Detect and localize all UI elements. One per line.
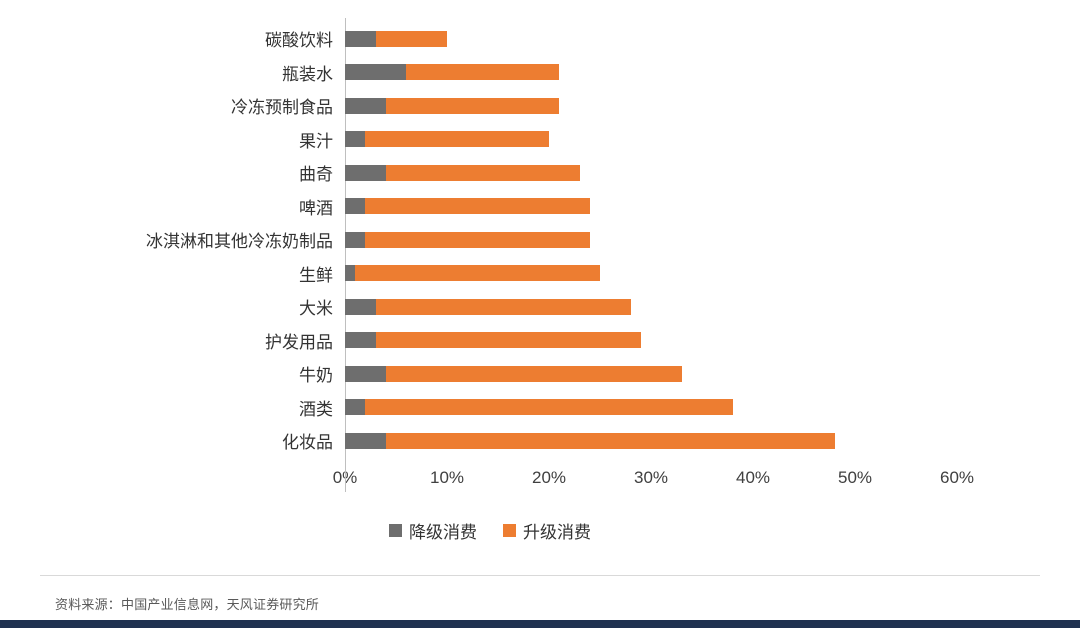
x-axis-tick-label: 50% (837, 467, 873, 487)
bar-area (345, 332, 957, 349)
category-label: 碳酸饮料 (265, 31, 333, 51)
bar-segment-downgrade (345, 265, 356, 282)
x-axis-tick-label: 30% (633, 467, 669, 487)
category-label: 生鲜 (299, 265, 333, 285)
legend-label: 降级消费 (409, 522, 477, 542)
bar-segment-upgrade (385, 365, 682, 382)
bar-segment-downgrade (345, 298, 376, 315)
bar-area (345, 131, 957, 148)
x-axis-tick-label: 60% (939, 467, 975, 487)
chart-row: 酒类 (0, 391, 1080, 425)
category-label: 瓶装水 (282, 64, 333, 84)
category-label: 啤酒 (299, 198, 333, 218)
bar-segment-upgrade (385, 432, 835, 449)
bar-area (345, 30, 957, 47)
bar-segment-upgrade (385, 97, 560, 114)
chart-row: 瓶装水 (0, 56, 1080, 90)
chart-row: 啤酒 (0, 190, 1080, 224)
chart-row: 牛奶 (0, 357, 1080, 391)
category-label: 冰淇淋和其他冷冻奶制品 (146, 232, 333, 252)
bar-segment-downgrade (345, 365, 386, 382)
footer-divider (40, 574, 1040, 576)
bar-segment-downgrade (345, 164, 386, 181)
chart-legend: 降级消费 升级消费 (0, 518, 980, 543)
source-text: 资料来源：中国产业信息网，天风证券研究所 (55, 596, 320, 612)
bar-segment-upgrade (375, 30, 447, 47)
bar-segment-upgrade (365, 399, 733, 416)
bar-segment-upgrade (365, 131, 549, 148)
bar-segment-downgrade (345, 131, 366, 148)
bottom-bar (0, 620, 1080, 628)
category-label: 大米 (299, 299, 333, 319)
category-label: 果汁 (299, 131, 333, 151)
legend-label: 升级消费 (523, 522, 591, 542)
bar-segment-upgrade (385, 164, 580, 181)
bar-chart: 碳酸饮料瓶装水冷冻预制食品果汁曲奇啤酒冰淇淋和其他冷冻奶制品生鲜大米护发用品牛奶… (0, 18, 1080, 492)
chart-row: 曲奇 (0, 156, 1080, 190)
bar-area (345, 399, 957, 416)
bar-area (345, 198, 957, 215)
bar-area (345, 432, 957, 449)
bar-segment-downgrade (345, 399, 366, 416)
category-label: 牛奶 (299, 366, 333, 386)
bar-area (345, 298, 957, 315)
bar-segment-upgrade (355, 265, 600, 282)
category-label: 化妆品 (282, 433, 333, 453)
category-label: 曲奇 (299, 165, 333, 185)
chart-row: 化妆品 (0, 424, 1080, 458)
chart-row: 冰淇淋和其他冷冻奶制品 (0, 223, 1080, 257)
bar-segment-upgrade (365, 231, 590, 248)
bar-area (345, 64, 957, 81)
chart-row: 生鲜 (0, 257, 1080, 291)
legend-swatch-icon (389, 523, 402, 537)
chart-row: 护发用品 (0, 324, 1080, 358)
bar-segment-downgrade (345, 30, 376, 47)
bar-segment-downgrade (345, 97, 386, 114)
chart-row: 大米 (0, 290, 1080, 324)
bar-segment-upgrade (365, 198, 590, 215)
bar-area (345, 164, 957, 181)
chart-rows: 碳酸饮料瓶装水冷冻预制食品果汁曲奇啤酒冰淇淋和其他冷冻奶制品生鲜大米护发用品牛奶… (0, 22, 1080, 458)
bar-segment-upgrade (406, 64, 560, 81)
bar-segment-upgrade (375, 332, 641, 349)
x-axis-tick-label: 10% (429, 467, 465, 487)
bar-segment-downgrade (345, 332, 376, 349)
x-axis-ticks: 0% 10% 20% 30% 40% 50% 60% (333, 467, 974, 492)
legend-item: 升级消费 (503, 518, 591, 543)
bar-area (345, 97, 957, 114)
legend-swatch-icon (503, 523, 516, 537)
bar-segment-downgrade (345, 432, 386, 449)
bar-segment-downgrade (345, 231, 366, 248)
chart-row: 果汁 (0, 123, 1080, 157)
x-axis-tick-label: 40% (735, 467, 771, 487)
category-label: 冷冻预制食品 (231, 98, 333, 118)
chart-row: 冷冻预制食品 (0, 89, 1080, 123)
bar-segment-upgrade (375, 298, 631, 315)
bar-area (345, 365, 957, 382)
bar-area (345, 265, 957, 282)
category-label: 护发用品 (265, 332, 333, 352)
bar-area (345, 231, 957, 248)
bar-segment-downgrade (345, 198, 366, 215)
x-axis-tick-label: 20% (531, 467, 567, 487)
chart-row: 碳酸饮料 (0, 22, 1080, 56)
bar-segment-downgrade (345, 64, 407, 81)
category-label: 酒类 (299, 399, 333, 419)
y-axis-line (345, 18, 346, 492)
legend-item: 降级消费 (389, 518, 477, 543)
